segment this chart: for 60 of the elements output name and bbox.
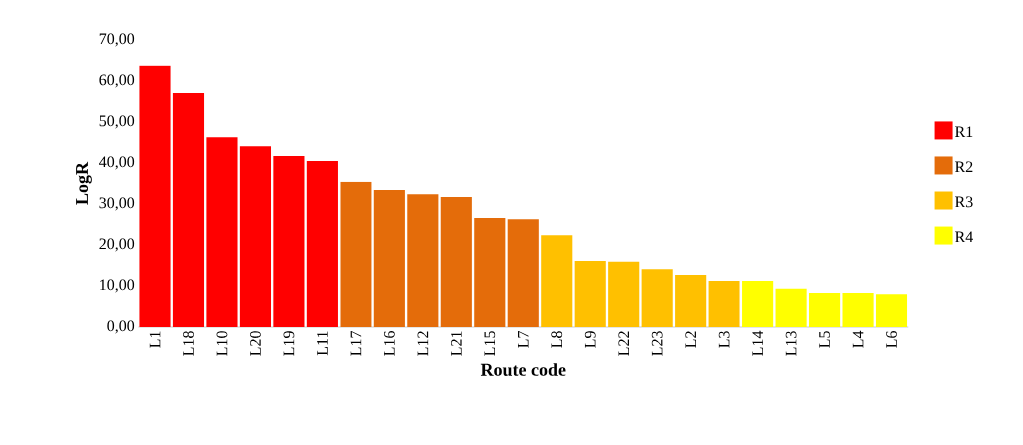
bar xyxy=(708,281,740,327)
x-tick-label: L5 xyxy=(819,331,830,348)
bar xyxy=(306,160,338,327)
x-tick-label: L6 xyxy=(886,331,897,348)
x-tick-label: L4 xyxy=(852,330,864,348)
bar xyxy=(239,146,272,327)
bar xyxy=(541,235,573,327)
bar xyxy=(641,269,673,327)
legend-label: R3 xyxy=(955,196,973,208)
x-tick-label: L23 xyxy=(651,331,663,356)
x-tick-label: L11 xyxy=(317,331,328,356)
bar xyxy=(507,219,539,327)
bar xyxy=(407,194,439,327)
x-tick-label: L16 xyxy=(383,331,395,356)
legend-label: R1 xyxy=(955,126,973,137)
x-tick-label: L17 xyxy=(350,330,362,356)
bar xyxy=(809,292,841,327)
bar xyxy=(206,137,238,327)
y-tick-label: 30,00 xyxy=(99,197,135,211)
bar xyxy=(474,217,506,327)
y-tick-label: 60,00 xyxy=(99,74,135,88)
bar xyxy=(842,292,874,327)
y-tick-label: 10,00 xyxy=(100,279,135,293)
y-tick-label: 20,00 xyxy=(99,238,135,252)
x-tick-label: L10 xyxy=(216,331,228,356)
bar xyxy=(373,190,405,327)
bar xyxy=(875,294,908,327)
y-tick-label: 0,00 xyxy=(107,320,135,334)
bar xyxy=(440,197,472,327)
bar xyxy=(775,288,807,327)
legend-label: R2 xyxy=(955,161,973,173)
y-tick-label: 50,00 xyxy=(99,115,135,129)
x-tick-label: L22 xyxy=(618,331,629,356)
x-tick-label: L15 xyxy=(484,331,496,356)
y-axis-title: LogR xyxy=(76,161,92,205)
y-tick-label: 70,00 xyxy=(99,33,135,47)
x-tick-label: L9 xyxy=(584,331,596,348)
bar xyxy=(675,274,707,327)
bar xyxy=(172,92,205,327)
x-tick-label: L7 xyxy=(518,330,529,348)
bar xyxy=(608,261,640,327)
bar xyxy=(273,156,305,327)
x-tick-label: L18 xyxy=(183,331,194,356)
x-tick-label: L21 xyxy=(451,331,462,356)
x-tick-label: L2 xyxy=(685,331,696,348)
x-tick-label: L12 xyxy=(417,331,429,356)
bar xyxy=(139,65,171,327)
x-tick-label: L3 xyxy=(718,331,730,348)
bar xyxy=(574,260,606,327)
x-tick-label: L19 xyxy=(283,331,295,356)
bar xyxy=(340,181,372,327)
x-tick-label: L14 xyxy=(752,330,763,356)
x-axis-title: Route code xyxy=(480,363,566,376)
x-tick-label: L8 xyxy=(551,331,563,348)
x-tick-label: L1 xyxy=(149,331,161,348)
x-tick-label: L13 xyxy=(785,331,797,356)
bar xyxy=(742,281,774,327)
legend-label: R4 xyxy=(955,231,973,243)
y-tick-label: 40,00 xyxy=(99,156,135,170)
x-tick-label: L20 xyxy=(250,331,261,356)
